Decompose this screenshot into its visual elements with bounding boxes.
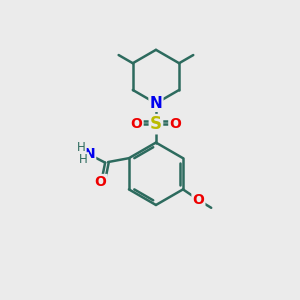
Text: O: O xyxy=(193,193,204,207)
Text: S: S xyxy=(150,115,162,133)
Text: O: O xyxy=(95,175,106,189)
Text: N: N xyxy=(84,147,95,161)
Text: O: O xyxy=(169,117,181,131)
Text: N: N xyxy=(150,96,162,111)
Text: O: O xyxy=(131,117,142,131)
Text: H: H xyxy=(77,141,86,154)
Text: H: H xyxy=(79,153,88,166)
